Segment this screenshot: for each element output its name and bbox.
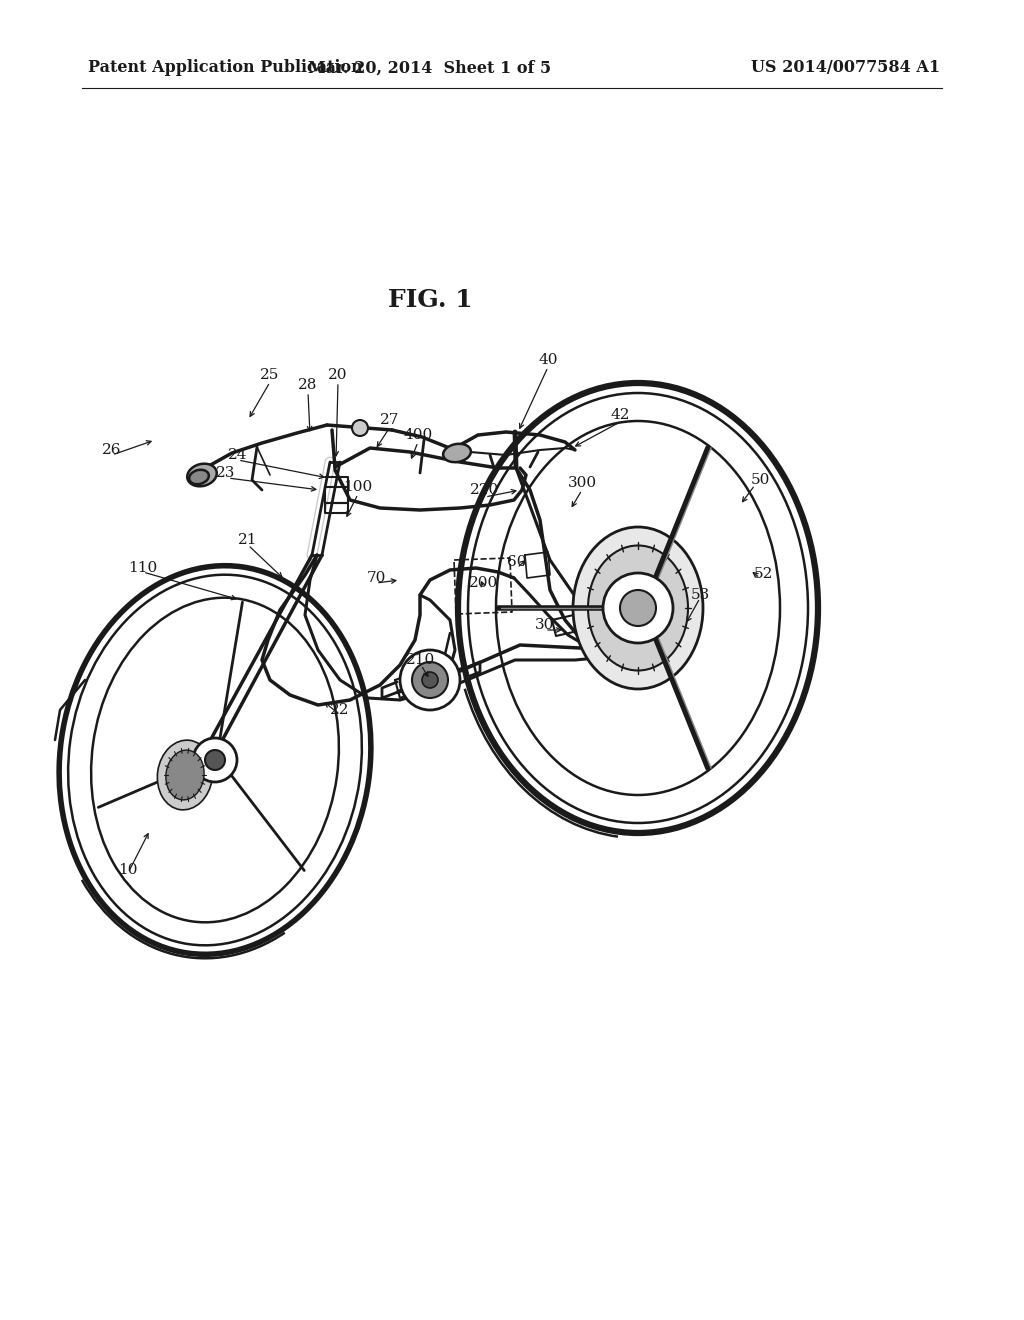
- Ellipse shape: [91, 598, 339, 923]
- Circle shape: [400, 649, 460, 710]
- Text: 25: 25: [260, 368, 280, 381]
- Ellipse shape: [573, 527, 703, 689]
- Text: 210: 210: [407, 653, 435, 667]
- Text: 23: 23: [216, 466, 236, 480]
- Text: 30: 30: [536, 618, 555, 632]
- Text: 60: 60: [507, 554, 526, 569]
- Text: 10: 10: [118, 863, 138, 876]
- Text: US 2014/0077584 A1: US 2014/0077584 A1: [751, 59, 940, 77]
- Text: 28: 28: [298, 378, 317, 392]
- Text: 220: 220: [470, 483, 500, 498]
- Text: 400: 400: [403, 428, 432, 442]
- Ellipse shape: [189, 470, 209, 484]
- Text: 50: 50: [751, 473, 770, 487]
- Text: 52: 52: [754, 568, 773, 581]
- Ellipse shape: [158, 741, 213, 810]
- Text: FIG. 1: FIG. 1: [388, 288, 472, 312]
- Ellipse shape: [496, 421, 780, 795]
- Text: 300: 300: [567, 477, 597, 490]
- Text: 110: 110: [128, 561, 158, 576]
- Circle shape: [352, 420, 368, 436]
- Circle shape: [193, 738, 237, 781]
- Text: 70: 70: [367, 572, 386, 585]
- Text: 42: 42: [610, 408, 630, 422]
- Text: 27: 27: [380, 413, 399, 426]
- Text: 40: 40: [539, 352, 558, 367]
- Ellipse shape: [588, 545, 688, 671]
- Circle shape: [422, 672, 438, 688]
- Text: 200: 200: [469, 576, 499, 590]
- Text: 53: 53: [690, 587, 710, 602]
- Ellipse shape: [187, 463, 217, 486]
- Text: 20: 20: [329, 368, 348, 381]
- Text: 100: 100: [343, 480, 373, 494]
- Text: 22: 22: [331, 704, 350, 717]
- Text: 21: 21: [239, 533, 258, 546]
- Text: 26: 26: [102, 444, 122, 457]
- Ellipse shape: [443, 444, 471, 462]
- Text: Mar. 20, 2014  Sheet 1 of 5: Mar. 20, 2014 Sheet 1 of 5: [308, 59, 552, 77]
- Circle shape: [603, 573, 673, 643]
- Circle shape: [620, 590, 656, 626]
- Ellipse shape: [166, 750, 204, 800]
- Text: 24: 24: [228, 447, 248, 462]
- Text: Patent Application Publication: Patent Application Publication: [88, 59, 362, 77]
- Circle shape: [412, 663, 449, 698]
- Circle shape: [205, 750, 225, 770]
